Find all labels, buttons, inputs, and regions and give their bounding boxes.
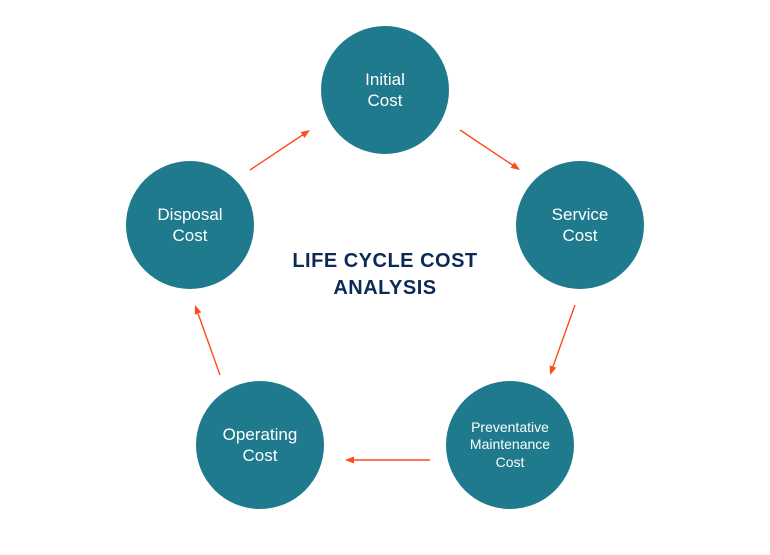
- node-disposal: Disposal Cost: [126, 161, 254, 289]
- node-preventative: Preventative Maintenance Cost: [446, 381, 574, 509]
- arrow-initial-to-service: [460, 130, 520, 170]
- arrow-operating-to-disposal: [195, 305, 220, 375]
- cycle-diagram: LIFE CYCLE COST ANALYSIS Initial Cost Ser…: [0, 0, 770, 555]
- node-initial: Initial Cost: [321, 26, 449, 154]
- arrow-disposal-to-initial: [250, 130, 310, 170]
- arrow-preventative-to-operating: [345, 457, 430, 464]
- arrow-service-to-preventative: [550, 305, 575, 375]
- node-operating: Operating Cost: [196, 381, 324, 509]
- node-service: Service Cost: [516, 161, 644, 289]
- center-title: LIFE CYCLE COST ANALYSIS: [255, 248, 515, 302]
